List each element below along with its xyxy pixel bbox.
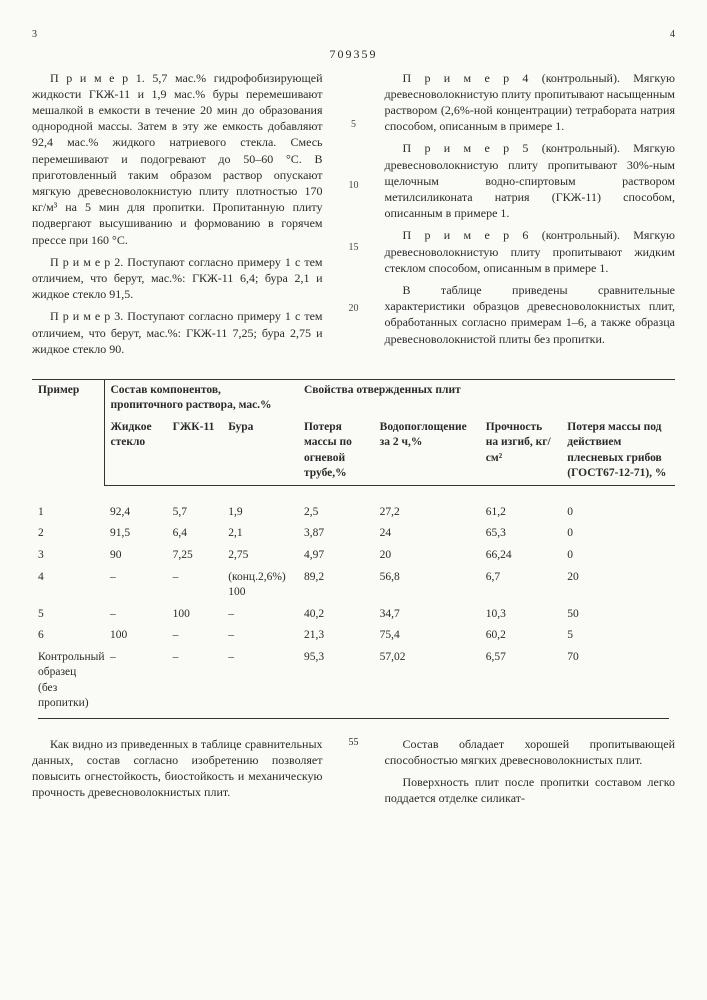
example-6: П р и м е р 6 (контрольный). Мягкую древ…: [385, 227, 676, 276]
cell: 21,3: [298, 625, 374, 647]
cell: 0: [561, 523, 675, 545]
line-numbers: 5 10 15 20: [345, 70, 363, 363]
cell: 1,9: [222, 502, 298, 524]
cell: 5,7: [167, 502, 223, 524]
cell: 4: [32, 567, 104, 604]
cell: 3,87: [298, 523, 374, 545]
col-bura: Бура: [222, 417, 298, 486]
table-row: 2 91,5 6,4 2,1 3,87 24 65,3 0: [32, 523, 675, 545]
table-row-control: Контрольный образец (без пропитки) – – –…: [32, 647, 675, 715]
cell: 95,3: [298, 647, 374, 715]
right-column: П р и м е р 4 (контрольный). Мягкую древ…: [385, 70, 676, 363]
cell: 5: [32, 604, 104, 626]
bottom-right-para-1: Состав обладает хорошей пропитывающей сп…: [385, 736, 676, 768]
lineno-15: 15: [345, 241, 363, 255]
cell: 2,75: [222, 545, 298, 567]
cell: 2,1: [222, 523, 298, 545]
table-row: 6 100 – – 21,3 75,4 60,2 5: [32, 625, 675, 647]
lineno-55: 55: [345, 736, 363, 813]
col-strength: Прочность на изгиб, кг/см²: [480, 417, 562, 486]
cell: 92,4: [104, 502, 167, 524]
cell: –: [222, 625, 298, 647]
cell: 2,5: [298, 502, 374, 524]
cell: 56,8: [374, 567, 480, 604]
table-row: 5 – 100 – 40,2 34,7 10,3 50: [32, 604, 675, 626]
data-table: Пример Состав компонентов, пропиточного …: [32, 379, 675, 722]
cell: 50: [561, 604, 675, 626]
lineno-20: 20: [345, 302, 363, 316]
cell: 20: [561, 567, 675, 604]
cell: –: [167, 567, 223, 604]
example-1: П р и м е р 1. 5,7 мас.% гидрофобизирующ…: [32, 70, 323, 248]
cell: 0: [561, 545, 675, 567]
col-gkj: ГЖК-11: [167, 417, 223, 486]
cell: 5: [561, 625, 675, 647]
cell: –: [104, 604, 167, 626]
cell: 34,7: [374, 604, 480, 626]
col-water: Водопоглощение за 2 ч,%: [374, 417, 480, 486]
col-properties: Свойства отвержденных плит: [298, 379, 675, 417]
cell: 61,2: [480, 502, 562, 524]
cell: 4,97: [298, 545, 374, 567]
control-label: Контрольный образец (без пропитки): [32, 647, 104, 715]
cell: –: [222, 647, 298, 715]
cell: –: [222, 604, 298, 626]
cell: 27,2: [374, 502, 480, 524]
cell: 91,5: [104, 523, 167, 545]
cell: 3: [32, 545, 104, 567]
cell: 6,7: [480, 567, 562, 604]
example-5: П р и м е р 5 (контрольный). Мягкую древ…: [385, 140, 676, 221]
col-fungi: Потеря массы под действием плесневых гри…: [561, 417, 675, 486]
cell: 1: [32, 502, 104, 524]
table-row: 4 – – (конц.2,6%) 100 89,2 56,8 6,7 20: [32, 567, 675, 604]
col-liquid-glass: Жидкое стекло: [104, 417, 167, 486]
table-row: 1 92,4 5,7 1,9 2,5 27,2 61,2 0: [32, 502, 675, 524]
lineno-10: 10: [345, 179, 363, 193]
cell: 100: [167, 604, 223, 626]
col-primer: Пример: [32, 379, 104, 485]
cell: 40,2: [298, 604, 374, 626]
cell: 0: [561, 502, 675, 524]
cell: 89,2: [298, 567, 374, 604]
cell: 10,3: [480, 604, 562, 626]
cell: –: [167, 625, 223, 647]
bottom-right-para-2: Поверхность плит после пропитки составом…: [385, 774, 676, 806]
cell: (конц.2,6%) 100: [222, 567, 298, 604]
example-4: П р и м е р 4 (контрольный). Мягкую древ…: [385, 70, 676, 135]
cell: 6,4: [167, 523, 223, 545]
cell: 6,57: [480, 647, 562, 715]
lineno-5: 5: [345, 118, 363, 132]
bottom-left-para: Как видно из приведенных в таблице сравн…: [32, 736, 323, 801]
col-composition: Состав компонентов, пропиточного раствор…: [104, 379, 298, 417]
cell: 60,2: [480, 625, 562, 647]
cell: 24: [374, 523, 480, 545]
doc-number: 709359: [32, 46, 675, 62]
cell: 70: [561, 647, 675, 715]
table-intro: В таблице приведены сравнительные характ…: [385, 282, 676, 347]
cell: –: [167, 647, 223, 715]
page-num-left: 3: [32, 28, 37, 42]
table-row: 3 90 7,25 2,75 4,97 20 66,24 0: [32, 545, 675, 567]
cell: 7,25: [167, 545, 223, 567]
example-3: П р и м е р 3. Поступают согласно пример…: [32, 308, 323, 357]
cell: 90: [104, 545, 167, 567]
col-fire-loss: Потеря массы по огневой трубе,%: [298, 417, 374, 486]
cell: –: [104, 567, 167, 604]
example-2: П р и м е р 2. Поступают согласно пример…: [32, 254, 323, 303]
left-column: П р и м е р 1. 5,7 мас.% гидрофобизирующ…: [32, 70, 323, 363]
cell: 57,02: [374, 647, 480, 715]
cell: 6: [32, 625, 104, 647]
cell: 66,24: [480, 545, 562, 567]
cell: –: [104, 647, 167, 715]
cell: 75,4: [374, 625, 480, 647]
cell: 2: [32, 523, 104, 545]
cell: 20: [374, 545, 480, 567]
cell: 100: [104, 625, 167, 647]
page-num-right: 4: [670, 28, 675, 42]
cell: 65,3: [480, 523, 562, 545]
